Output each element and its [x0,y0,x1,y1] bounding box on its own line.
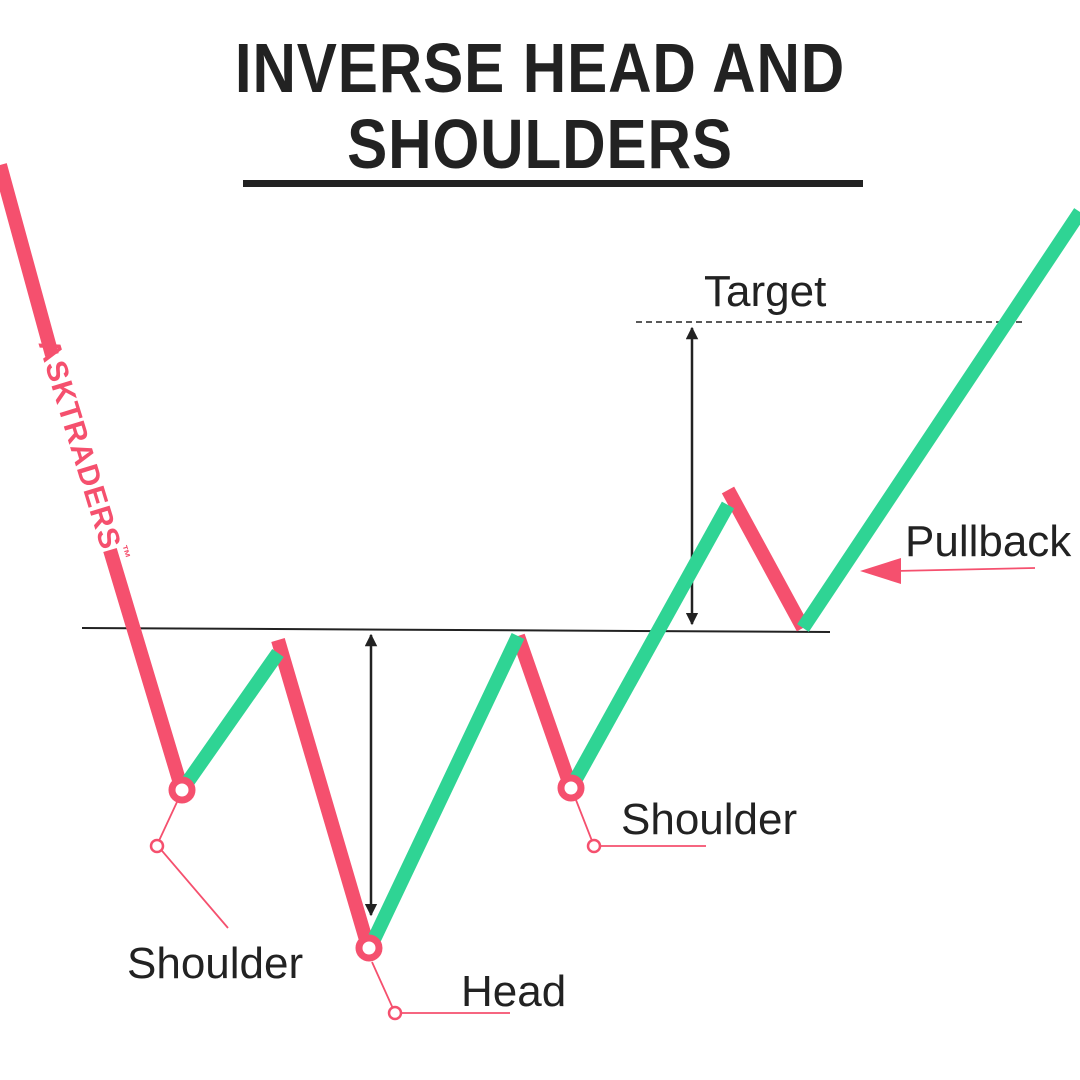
title-line-2: SHOULDERS [347,105,733,183]
brand-trademark: ™ [115,543,135,562]
title: INVERSE HEAD AND SHOULDERS [76,30,1005,182]
title-line-1: INVERSE HEAD AND [234,29,846,107]
head-label: Head [461,967,566,1016]
left-shoulder-callout-line [155,801,229,929]
right-shoulder-marker [557,774,585,802]
pullback-callout-line [894,567,1036,572]
breakout-rally [564,501,735,792]
left-shoulder-label: Shoulder [127,939,303,988]
rally-from-head [362,632,525,954]
initial-downtrend-bottom [103,547,189,793]
pullback-arrowhead [860,558,901,584]
decline-to-head [271,638,376,952]
title-underline [243,180,863,187]
initial-downtrend-top [0,163,59,357]
brand-name: ASKTRADERS [32,335,127,553]
pullback-label: Pullback [905,517,1072,566]
decline-to-right-shoulder [511,633,578,791]
neckline [81,627,831,633]
left-shoulder-callout-dot [149,838,165,854]
left-shoulder-marker [168,776,196,804]
target-label: Target [704,267,826,316]
head-marker [355,934,383,962]
pullback-segment [721,486,810,632]
right-shoulder-callout-dot [586,838,602,854]
brand-logo: ASKTRADERS™ [32,334,135,568]
rally-from-left-shoulder [176,648,284,795]
continuation-rally [797,208,1080,632]
head-callout-dot [387,1005,403,1021]
right-shoulder-label: Shoulder [621,795,797,844]
